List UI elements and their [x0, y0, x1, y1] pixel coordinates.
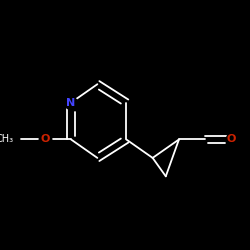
Text: O: O	[40, 134, 50, 144]
Text: O: O	[227, 134, 236, 144]
Text: N: N	[66, 98, 76, 108]
Text: CH₃: CH₃	[0, 134, 13, 144]
